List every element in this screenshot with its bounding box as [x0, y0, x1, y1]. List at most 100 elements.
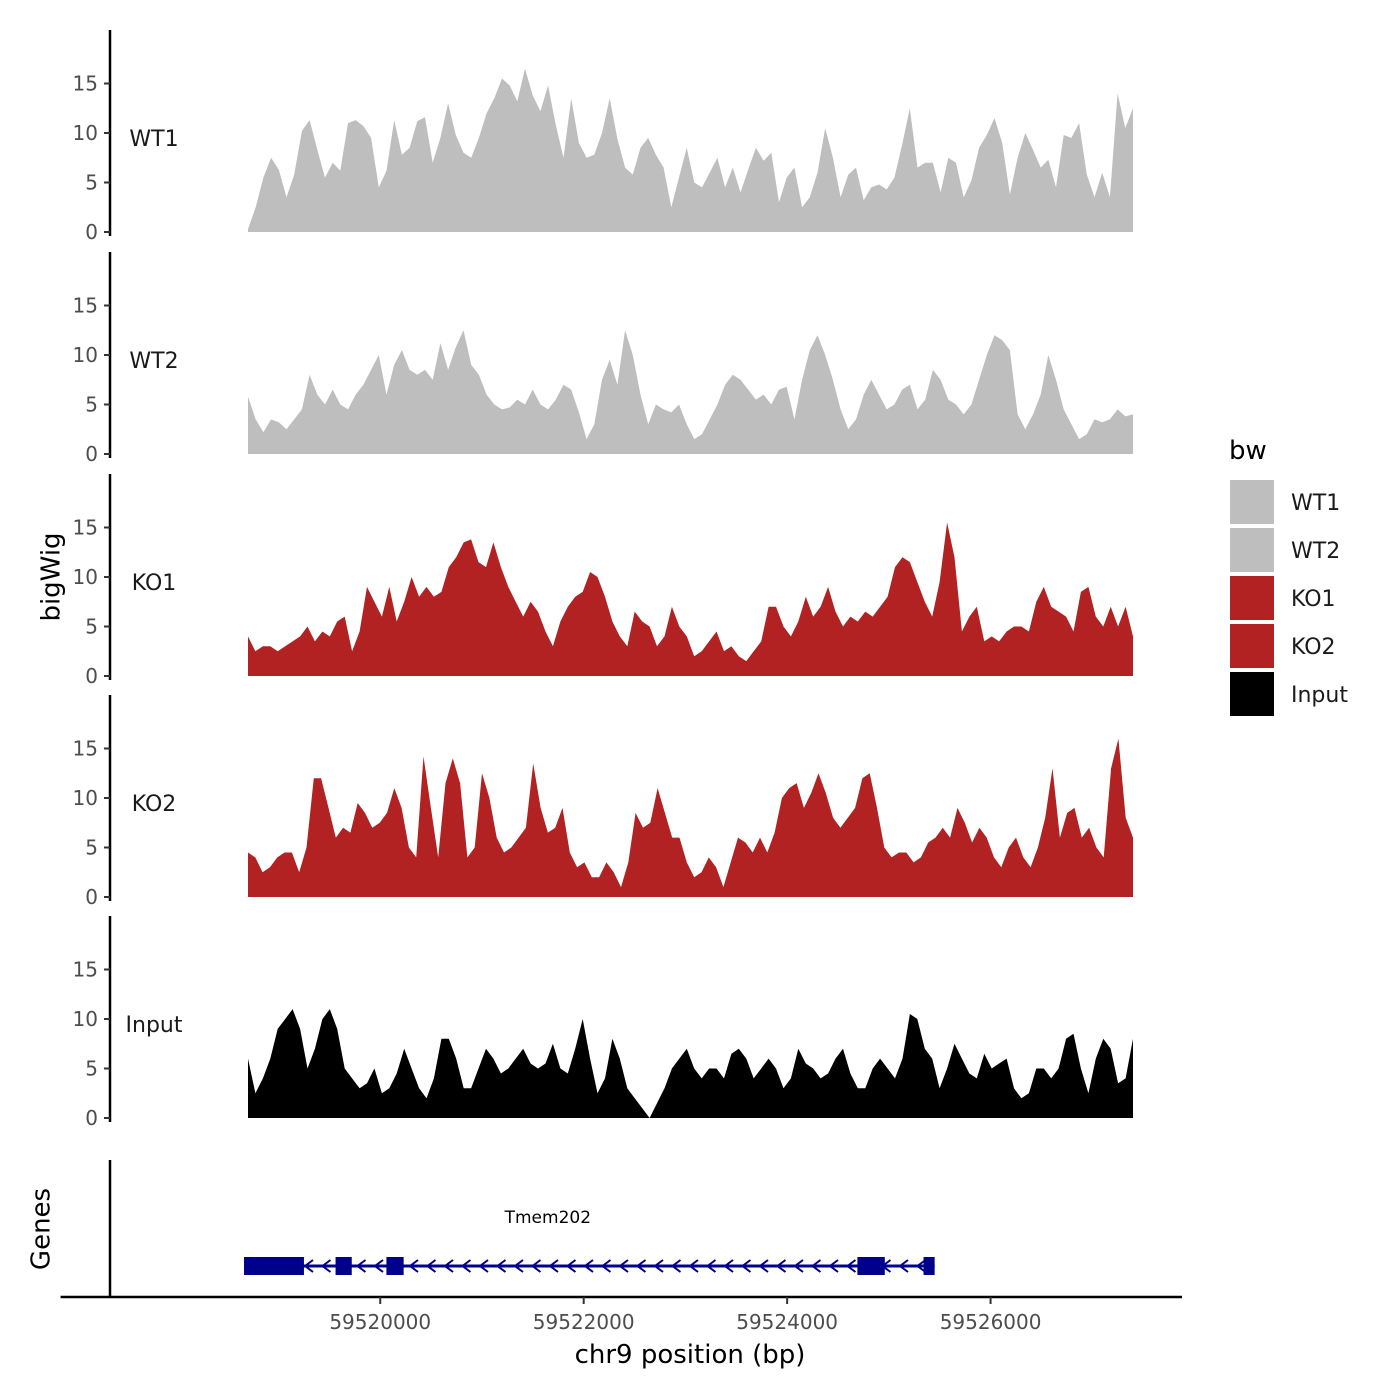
coverage-area-wt2 — [248, 330, 1133, 454]
legend: bw WT1 WT2 KO1 KO2 Input — [1229, 436, 1348, 716]
strand-arrow — [565, 1259, 577, 1273]
strand-arrow — [828, 1259, 839, 1273]
strand-arrow — [355, 1259, 367, 1273]
strand-arrow — [898, 1259, 909, 1273]
strand-arrow — [670, 1259, 682, 1273]
y-tick-label: 0 — [85, 442, 98, 466]
track-wt1: 0 5 10 15 WT1 — [73, 30, 1133, 244]
strand-arrow — [530, 1259, 542, 1273]
x-tick-label: 59526000 — [940, 1310, 1042, 1334]
strand-arrow — [495, 1259, 507, 1273]
y-tick-label: 5 — [85, 171, 98, 195]
legend-item-wt2: WT2 — [1230, 528, 1340, 572]
track-ko1: 0 5 10 15 KO1 — [73, 474, 1133, 688]
y-tick-label: 5 — [85, 393, 98, 417]
y-tick-label: 5 — [85, 615, 98, 639]
legend-item-ko1: KO1 — [1230, 576, 1336, 620]
track-wt2: 0 5 10 15 WT2 — [73, 252, 1133, 466]
strand-arrow — [373, 1259, 384, 1273]
track-label: Input — [126, 1013, 183, 1038]
y-tick-label: 15 — [73, 294, 98, 318]
legend-item-ko2: KO2 — [1230, 624, 1336, 668]
strand-arrow — [758, 1259, 769, 1273]
legend-item-wt1: WT1 — [1230, 480, 1340, 524]
gene-name-label: Tmem202 — [504, 1208, 591, 1228]
bigwig-tracks: 0 5 10 15 WT1 0 5 10 15 WT2 0 5 10 15 KO1 0 5 10 15 KO2 0 5 10… — [73, 30, 1133, 1130]
legend-swatch — [1230, 528, 1274, 572]
strand-arrow — [653, 1259, 664, 1273]
track-input: 0 5 10 15 Input — [73, 916, 1133, 1130]
legend-label: KO1 — [1291, 587, 1336, 612]
strand-arrow — [320, 1259, 332, 1273]
exon-block — [857, 1257, 885, 1275]
exon-block — [244, 1257, 304, 1275]
y-tick-label: 10 — [73, 121, 98, 145]
strand-arrow — [793, 1259, 804, 1273]
x-tick-label: 59522000 — [533, 1310, 635, 1334]
coverage-area-wt1 — [248, 68, 1133, 232]
y-tick-label: 0 — [85, 1106, 98, 1130]
y-tick-label: 5 — [85, 836, 98, 860]
track-ko2: 0 5 10 15 KO2 — [73, 695, 1133, 909]
y-tick-label: 10 — [73, 1007, 98, 1031]
strand-arrow — [425, 1259, 437, 1273]
legend-item-input: Input — [1230, 672, 1348, 716]
strand-arrow — [775, 1259, 787, 1273]
x-tick-label: 59520000 — [329, 1310, 431, 1334]
strand-arrow — [723, 1259, 734, 1273]
y-tick-label: 15 — [73, 72, 98, 96]
strand-arrow — [303, 1259, 314, 1273]
strand-arrow — [460, 1259, 472, 1273]
track-label: WT1 — [129, 127, 178, 152]
y-tick-label: 15 — [73, 516, 98, 540]
x-axis-title: chr9 position (bp) — [575, 1340, 806, 1370]
strand-arrow — [583, 1259, 594, 1273]
exon-block — [335, 1257, 352, 1275]
exon-block — [386, 1257, 404, 1275]
strand-arrow — [443, 1259, 454, 1273]
genes-axis-title: Genes — [27, 1188, 57, 1270]
y-tick-label: 0 — [85, 664, 98, 688]
legend-swatch — [1230, 672, 1274, 716]
y-tick-label: 0 — [85, 220, 98, 244]
coverage-area-ko2 — [248, 738, 1133, 897]
exon-block — [923, 1257, 935, 1275]
strand-arrow — [845, 1259, 857, 1273]
legend-swatch — [1230, 480, 1274, 524]
y-tick-label: 10 — [73, 343, 98, 367]
legend-label: Input — [1291, 683, 1348, 708]
legend-swatch — [1230, 576, 1274, 620]
strand-arrow — [915, 1259, 927, 1273]
strand-arrow — [600, 1259, 612, 1273]
x-tick-label: 59524000 — [736, 1310, 838, 1334]
legend-swatch — [1230, 624, 1274, 668]
coverage-area-ko1 — [248, 522, 1133, 676]
strand-arrow — [705, 1259, 717, 1273]
strand-arrow — [478, 1259, 489, 1273]
strand-arrow — [688, 1259, 699, 1273]
y-axis-title: bigWig — [37, 532, 67, 621]
strand-arrow — [740, 1259, 752, 1273]
strand-arrow — [618, 1259, 629, 1273]
y-tick-label: 15 — [73, 737, 98, 761]
strand-arrow — [635, 1259, 647, 1273]
strand-arrow — [513, 1259, 524, 1273]
strand-arrow — [548, 1259, 559, 1273]
strand-arrow — [408, 1259, 419, 1273]
track-label: KO1 — [132, 571, 177, 596]
y-tick-label: 5 — [85, 1057, 98, 1081]
y-tick-label: 0 — [85, 885, 98, 909]
track-label: KO2 — [132, 792, 177, 817]
legend-label: WT1 — [1291, 491, 1340, 516]
strand-arrow — [810, 1259, 822, 1273]
genes-panel: Tmem202 — [108, 1160, 935, 1297]
y-tick-label: 10 — [73, 565, 98, 589]
y-tick-label: 10 — [73, 786, 98, 810]
x-axis: 59520000 59522000 59524000 59526000 — [60, 1295, 1182, 1334]
legend-label: KO2 — [1291, 635, 1336, 660]
coverage-area-input — [248, 1009, 1133, 1118]
legend-label: WT2 — [1291, 539, 1340, 564]
legend-title: bw — [1229, 436, 1267, 466]
y-tick-label: 15 — [73, 958, 98, 982]
